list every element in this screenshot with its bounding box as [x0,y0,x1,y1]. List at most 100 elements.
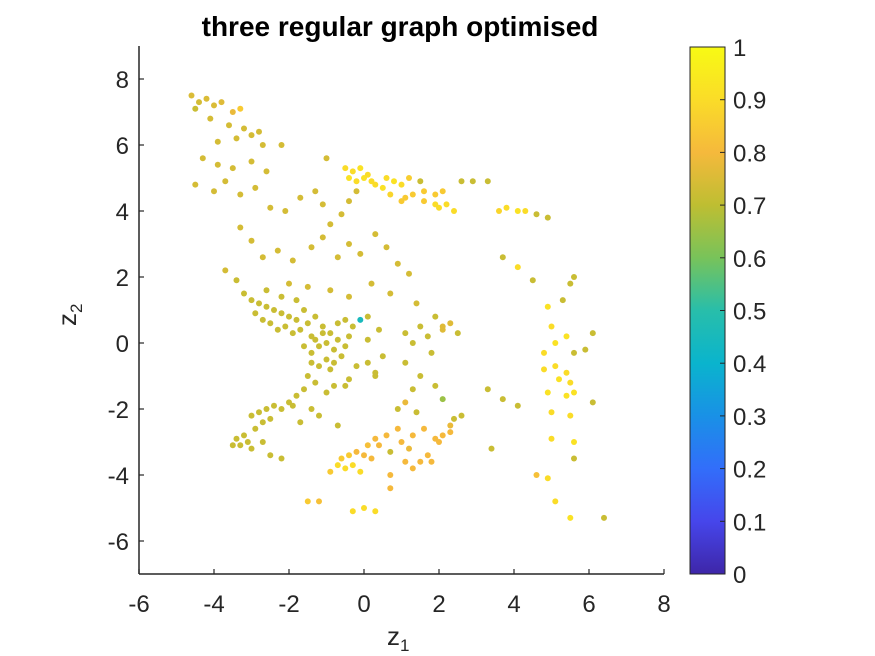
scatter-point [361,505,367,511]
scatter-point [293,316,300,323]
scatter-point [196,99,202,106]
scatter-point [458,412,465,419]
scatter-point [582,346,589,353]
scatter-point [413,300,420,307]
scatter-point [229,165,236,172]
scatter-point [544,475,551,482]
scatter-point [548,409,555,416]
scatter-point [226,122,232,129]
scatter-point [402,399,409,406]
scatter-point [342,316,349,323]
scatter-point [304,283,311,290]
scatter-point [312,188,319,195]
scatter-point [323,155,330,162]
scatter-point [323,356,330,363]
scatter-point [259,254,266,261]
colorbar-tick-label: 0.2 [733,457,766,484]
scatter-point [237,191,244,198]
y-tick-label: 4 [116,199,129,226]
scatter-point [361,452,367,459]
scatter-point [372,369,379,376]
scatter-point [443,201,450,208]
y-tick-label: 6 [116,133,129,160]
scatter-point [398,181,405,188]
scatter-point [379,184,386,191]
scatter-point [503,204,510,211]
scatter-point [312,336,319,343]
scatter-point [316,343,322,350]
scatter-point [421,188,427,195]
scatter-point [342,382,349,389]
scatter-point [338,211,345,218]
scatter-point [563,392,570,399]
scatter-point [488,445,495,452]
scatter-point [402,458,409,465]
scatter-point [349,323,356,330]
scatter-point [316,363,322,370]
y-tick-label: -6 [108,529,129,556]
scatter-point [327,366,334,373]
scatter-point [327,221,334,228]
scatter-point [346,376,352,383]
scatter-point [548,323,555,330]
scatter-point [338,455,345,462]
scatter-point [544,214,551,221]
scatter-point [304,373,311,379]
scatter-point [308,359,315,366]
scatter-point [289,330,296,337]
scatter-point [402,330,409,337]
scatter-point [496,208,502,214]
scatter-point [342,343,349,350]
scatter-point [499,254,506,261]
scatter-point [409,465,416,472]
y-tick-label: 8 [116,67,129,94]
scatter-point [541,349,547,356]
scatter-point [387,472,394,478]
scatter-point [334,254,341,261]
scatter-point [353,363,360,370]
scatter-point [361,175,367,181]
scatter-point [263,287,270,294]
scatter-point [297,194,304,201]
scatter-point [304,498,311,505]
scatter-point [319,201,326,208]
scatter-point [364,313,371,320]
scatter-point [244,439,251,445]
scatter-point [409,191,416,198]
scatter-point [394,406,401,412]
scatter-point [203,95,210,102]
scatter-point [346,452,352,459]
scatter-point [278,406,285,412]
scatter-point [346,241,352,247]
scatter-point [289,402,296,409]
scatter-point [188,92,195,99]
scatter-point [368,455,375,462]
scatter-point [522,208,529,214]
scatter-point [353,188,360,195]
scatter-point [301,343,307,350]
scatter-point [571,455,577,462]
scatter-point [259,316,266,323]
scatter-point [398,198,405,205]
scatter-point [331,346,337,353]
colorbar-tick-label: 0.6 [733,246,766,273]
scatter-point [567,412,574,419]
scatter-point [316,412,322,419]
scatter-point [432,191,439,198]
scatter-point [252,310,259,317]
scatter-point [278,455,285,462]
scatter-point [571,439,577,445]
scatter-point [192,181,199,188]
scatter-point [432,382,439,389]
scatter-point [552,340,559,346]
scatter-point [248,237,255,244]
scatter-point [323,340,330,346]
scatter-point [282,323,289,330]
colorbar-tick-label: 0.4 [733,351,766,378]
scatter-point [571,349,577,356]
scatter-point [409,432,416,439]
scatter-point [394,425,401,432]
plot-area-frame [139,46,664,574]
scatter-point [256,300,262,307]
scatter-point [499,396,506,403]
